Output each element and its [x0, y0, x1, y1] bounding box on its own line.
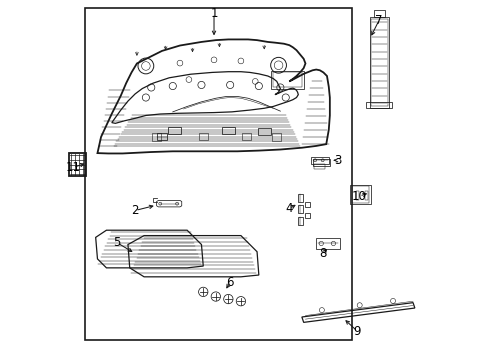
Bar	[369, 17, 388, 108]
Bar	[297, 217, 303, 225]
Bar	[271, 71, 303, 89]
Bar	[370, 19, 387, 107]
Bar	[222, 127, 234, 134]
Text: 1: 1	[210, 7, 217, 20]
Bar	[304, 202, 309, 207]
Bar	[316, 238, 339, 249]
Text: 3: 3	[333, 154, 341, 167]
Bar	[355, 191, 359, 200]
Bar	[297, 194, 303, 202]
Bar	[364, 191, 367, 200]
Text: 4: 4	[285, 202, 292, 215]
Bar	[242, 133, 250, 140]
Text: 2: 2	[131, 204, 139, 217]
Bar	[351, 186, 368, 203]
Text: 9: 9	[353, 325, 361, 338]
Bar	[349, 185, 370, 204]
Bar	[312, 159, 329, 166]
Bar	[257, 128, 270, 135]
Bar	[152, 134, 161, 140]
Bar	[373, 10, 384, 17]
Bar	[199, 133, 207, 140]
Bar	[272, 134, 281, 140]
Bar	[304, 213, 309, 219]
Bar	[69, 153, 86, 176]
Text: 10: 10	[351, 190, 366, 203]
Text: 11: 11	[65, 161, 81, 174]
Text: 6: 6	[226, 276, 233, 289]
Text: 7: 7	[374, 14, 382, 27]
Bar	[310, 157, 329, 163]
Bar	[156, 134, 167, 140]
Bar	[297, 205, 303, 213]
Text: 8: 8	[319, 247, 326, 260]
Bar	[168, 127, 181, 134]
Text: 5: 5	[113, 236, 121, 249]
Bar	[85, 8, 351, 339]
Bar	[314, 164, 325, 169]
Bar	[273, 72, 301, 87]
